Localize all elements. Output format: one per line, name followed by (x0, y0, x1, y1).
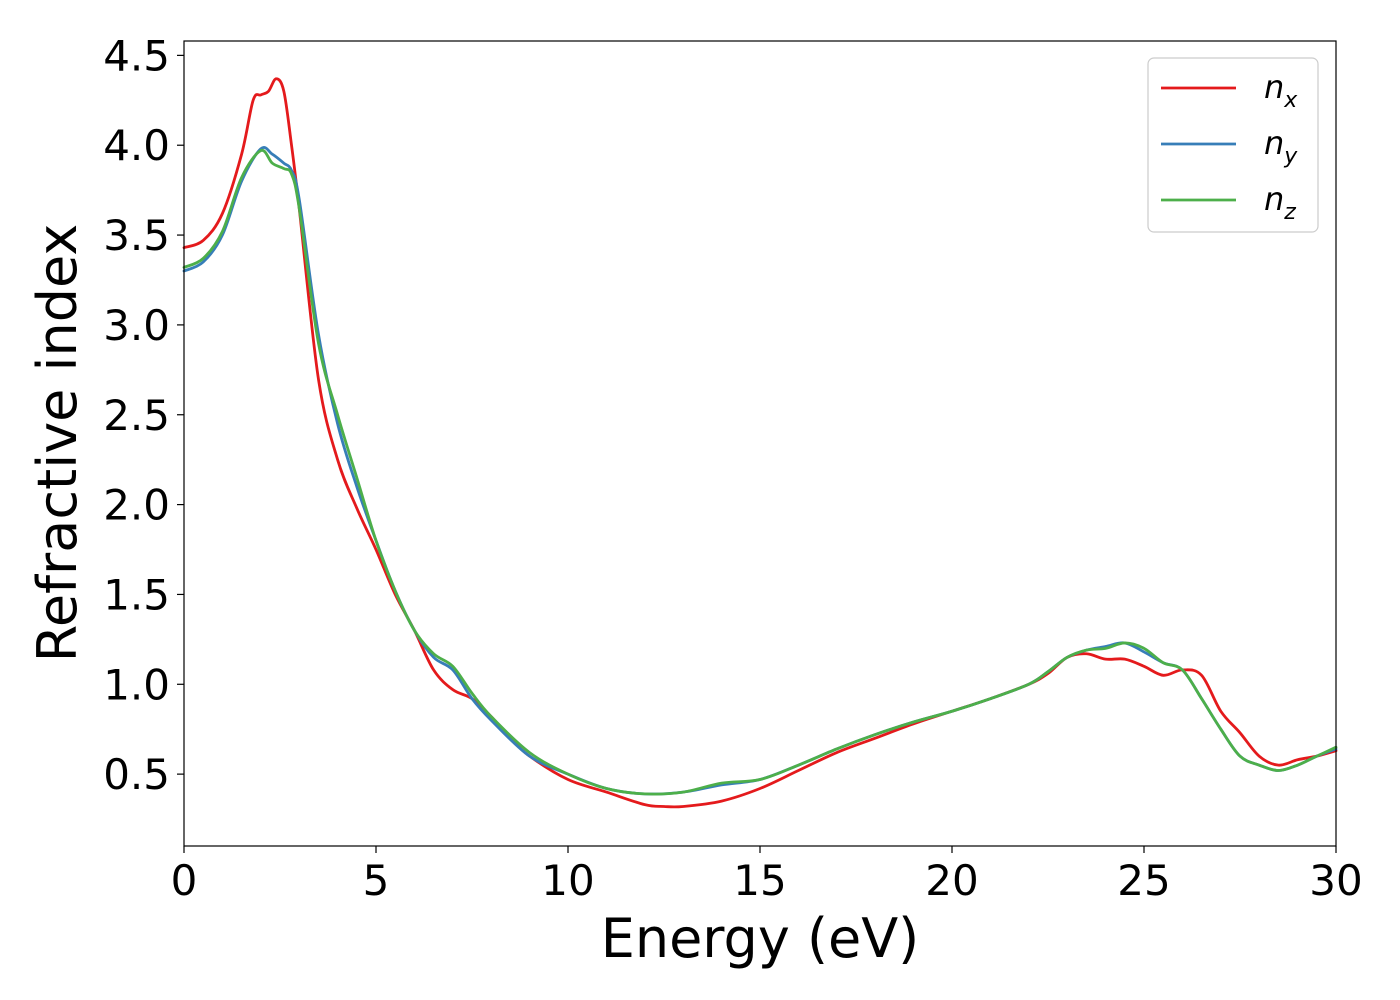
legend-label-x: nx (1264, 68, 1298, 113)
y-tick-label: 4.0 (103, 121, 170, 170)
y-tick-label: 3.0 (103, 301, 170, 350)
legend-label-base: n (1264, 68, 1284, 106)
legend-label-subscript: y (1283, 144, 1298, 169)
y-tick-label: 4.5 (103, 31, 170, 80)
y-tick-label: 1.5 (103, 570, 170, 619)
y-tick-label: 3.5 (103, 211, 170, 260)
series-layer (182, 77, 1338, 809)
x-axis: 0 5 10 15 20 25 30 (171, 846, 1363, 905)
x-tick-label: 5 (363, 856, 390, 905)
x-tick-label: 10 (541, 856, 594, 905)
x-tick-label: 0 (171, 856, 198, 905)
legend-label-z: nz (1264, 180, 1296, 225)
legend-label-subscript: x (1283, 88, 1298, 113)
legend-label-base: n (1264, 124, 1284, 162)
series-line-z (182, 148, 1338, 796)
legend-label-base: n (1264, 180, 1284, 218)
x-axis-title: Energy (eV) (601, 907, 920, 970)
x-tick-label: 15 (733, 856, 786, 905)
y-axis: 0.5 1.0 1.5 2.0 2.5 3.0 3.5 4.0 4.5 (103, 31, 184, 799)
y-tick-label: 0.5 (103, 750, 170, 799)
legend-label-y: ny (1264, 124, 1298, 169)
y-axis-title: Refractive index (26, 224, 89, 663)
x-tick-label: 25 (1117, 856, 1170, 905)
legend-label-subscript: z (1283, 200, 1296, 225)
y-tick-label: 1.0 (103, 660, 170, 709)
x-tick-label: 30 (1309, 856, 1362, 905)
series-line-x (182, 77, 1338, 809)
y-tick-label: 2.0 (103, 481, 170, 530)
x-tick-label: 20 (925, 856, 978, 905)
y-tick-label: 2.5 (103, 391, 170, 440)
